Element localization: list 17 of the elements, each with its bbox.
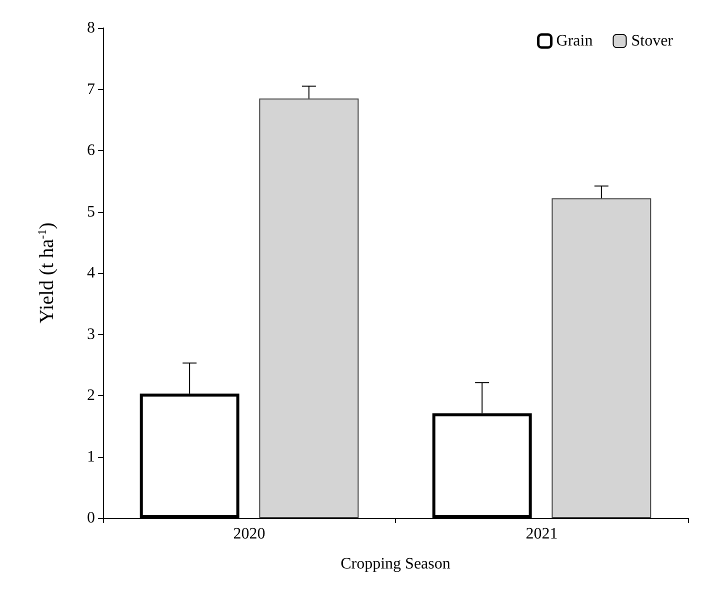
bar — [259, 98, 359, 518]
x-axis-title: Cropping Season — [340, 556, 450, 572]
legend-label: Stover — [631, 32, 674, 50]
x-tick-label: 2020 — [233, 526, 266, 542]
y-tick-label: 1 — [87, 448, 95, 466]
y-tick-label: 4 — [87, 264, 95, 282]
y-tick-label: 2 — [87, 387, 95, 404]
legend-label: Grain — [556, 32, 593, 50]
y-tick-label: 8 — [87, 20, 95, 36]
y-tick-label: 6 — [87, 142, 95, 159]
y-tick-label: 0 — [87, 510, 95, 526]
x-tick-label: 2021 — [526, 526, 558, 542]
y-tick-label: 7 — [87, 80, 95, 98]
y-tick-label: 3 — [87, 326, 95, 343]
y-tick-label: 5 — [87, 203, 95, 220]
y-axis-title: Yield (t ha-1) — [35, 222, 58, 324]
bar — [552, 198, 652, 518]
